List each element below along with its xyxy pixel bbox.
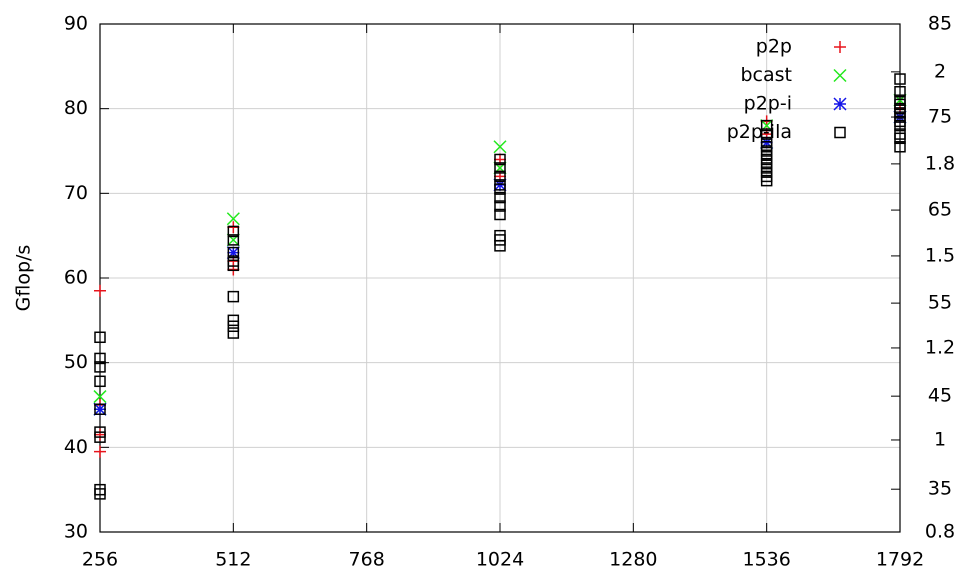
- point: [227, 259, 240, 272]
- y-tick-label: 80: [64, 97, 88, 119]
- point: [93, 402, 107, 416]
- point: [227, 314, 240, 327]
- y2-tick-label: 75: [928, 106, 952, 128]
- point: [494, 234, 506, 246]
- y-tick-label: 30: [64, 521, 88, 543]
- legend-marker: [834, 41, 846, 53]
- point: [227, 225, 240, 238]
- y2-tick-label: 55: [928, 292, 952, 314]
- point: [494, 183, 506, 195]
- y-tick-label: 40: [64, 436, 88, 458]
- point: [227, 320, 240, 333]
- y3-tick-label: 1: [934, 428, 946, 450]
- point: [760, 174, 773, 187]
- legend-label: p2p-ila: [727, 121, 792, 143]
- y2-tick-label: 65: [928, 199, 952, 221]
- point: [94, 428, 106, 441]
- point: [894, 141, 906, 153]
- x-tick-label: 1536: [742, 549, 790, 571]
- point: [760, 119, 773, 132]
- point: [94, 403, 106, 415]
- plot-frame: [99, 23, 901, 533]
- point: [227, 221, 240, 234]
- y-tick-label: 60: [64, 267, 88, 289]
- y3-tick-label: 1.5: [925, 244, 955, 266]
- point: [93, 390, 107, 404]
- point: [226, 212, 240, 226]
- x-tick-label: 1792: [876, 549, 924, 571]
- point: [494, 191, 506, 204]
- y3-tick-label: 0.8: [925, 521, 955, 543]
- point: [94, 361, 106, 373]
- point: [493, 178, 507, 192]
- point: [760, 128, 773, 140]
- y2-tick-label: 35: [928, 478, 952, 500]
- y2-tick-label: 85: [928, 13, 952, 35]
- point: [493, 140, 507, 154]
- point: [227, 234, 240, 246]
- point: [94, 445, 106, 458]
- point: [94, 331, 106, 344]
- x-tick-label: 1280: [609, 549, 657, 571]
- y-tick-label: 90: [64, 13, 88, 35]
- point: [94, 431, 106, 443]
- x-tick-label: 1024: [476, 549, 524, 571]
- x-tick-label: 512: [215, 549, 251, 571]
- point: [94, 284, 106, 297]
- point: [894, 132, 906, 145]
- y-tick-label: 50: [64, 351, 88, 373]
- legend-label: bcast: [741, 64, 793, 86]
- legend-label: p2p: [756, 36, 792, 58]
- point: [94, 375, 106, 388]
- point: [494, 170, 506, 183]
- point: [494, 162, 506, 174]
- point: [893, 110, 907, 124]
- point: [494, 208, 506, 221]
- point: [94, 488, 106, 500]
- point: [894, 85, 906, 98]
- point: [226, 246, 240, 260]
- y2-tick-label: 45: [928, 385, 952, 407]
- y3-tick-label: 1.2: [925, 336, 955, 358]
- point: [494, 240, 506, 252]
- legend-label: p2p-i: [744, 93, 792, 115]
- point: [894, 119, 906, 132]
- point: [894, 73, 906, 85]
- x-tick-label: 256: [82, 549, 118, 571]
- point: [494, 153, 506, 166]
- point: [94, 352, 106, 365]
- y3-tick-label: 2: [934, 60, 946, 82]
- x-tick-label: 768: [349, 549, 385, 571]
- point: [227, 327, 240, 339]
- y-tick-label: 70: [64, 182, 88, 204]
- point: [494, 200, 506, 212]
- legend-marker: [834, 126, 846, 139]
- point: [227, 246, 240, 259]
- y3-tick-label: 1.8: [925, 152, 955, 174]
- point: [227, 290, 240, 303]
- y-axis-label: Gflop/s: [13, 245, 35, 312]
- legend-marker: [833, 68, 847, 83]
- point: [760, 136, 774, 150]
- legend-marker: [833, 97, 847, 111]
